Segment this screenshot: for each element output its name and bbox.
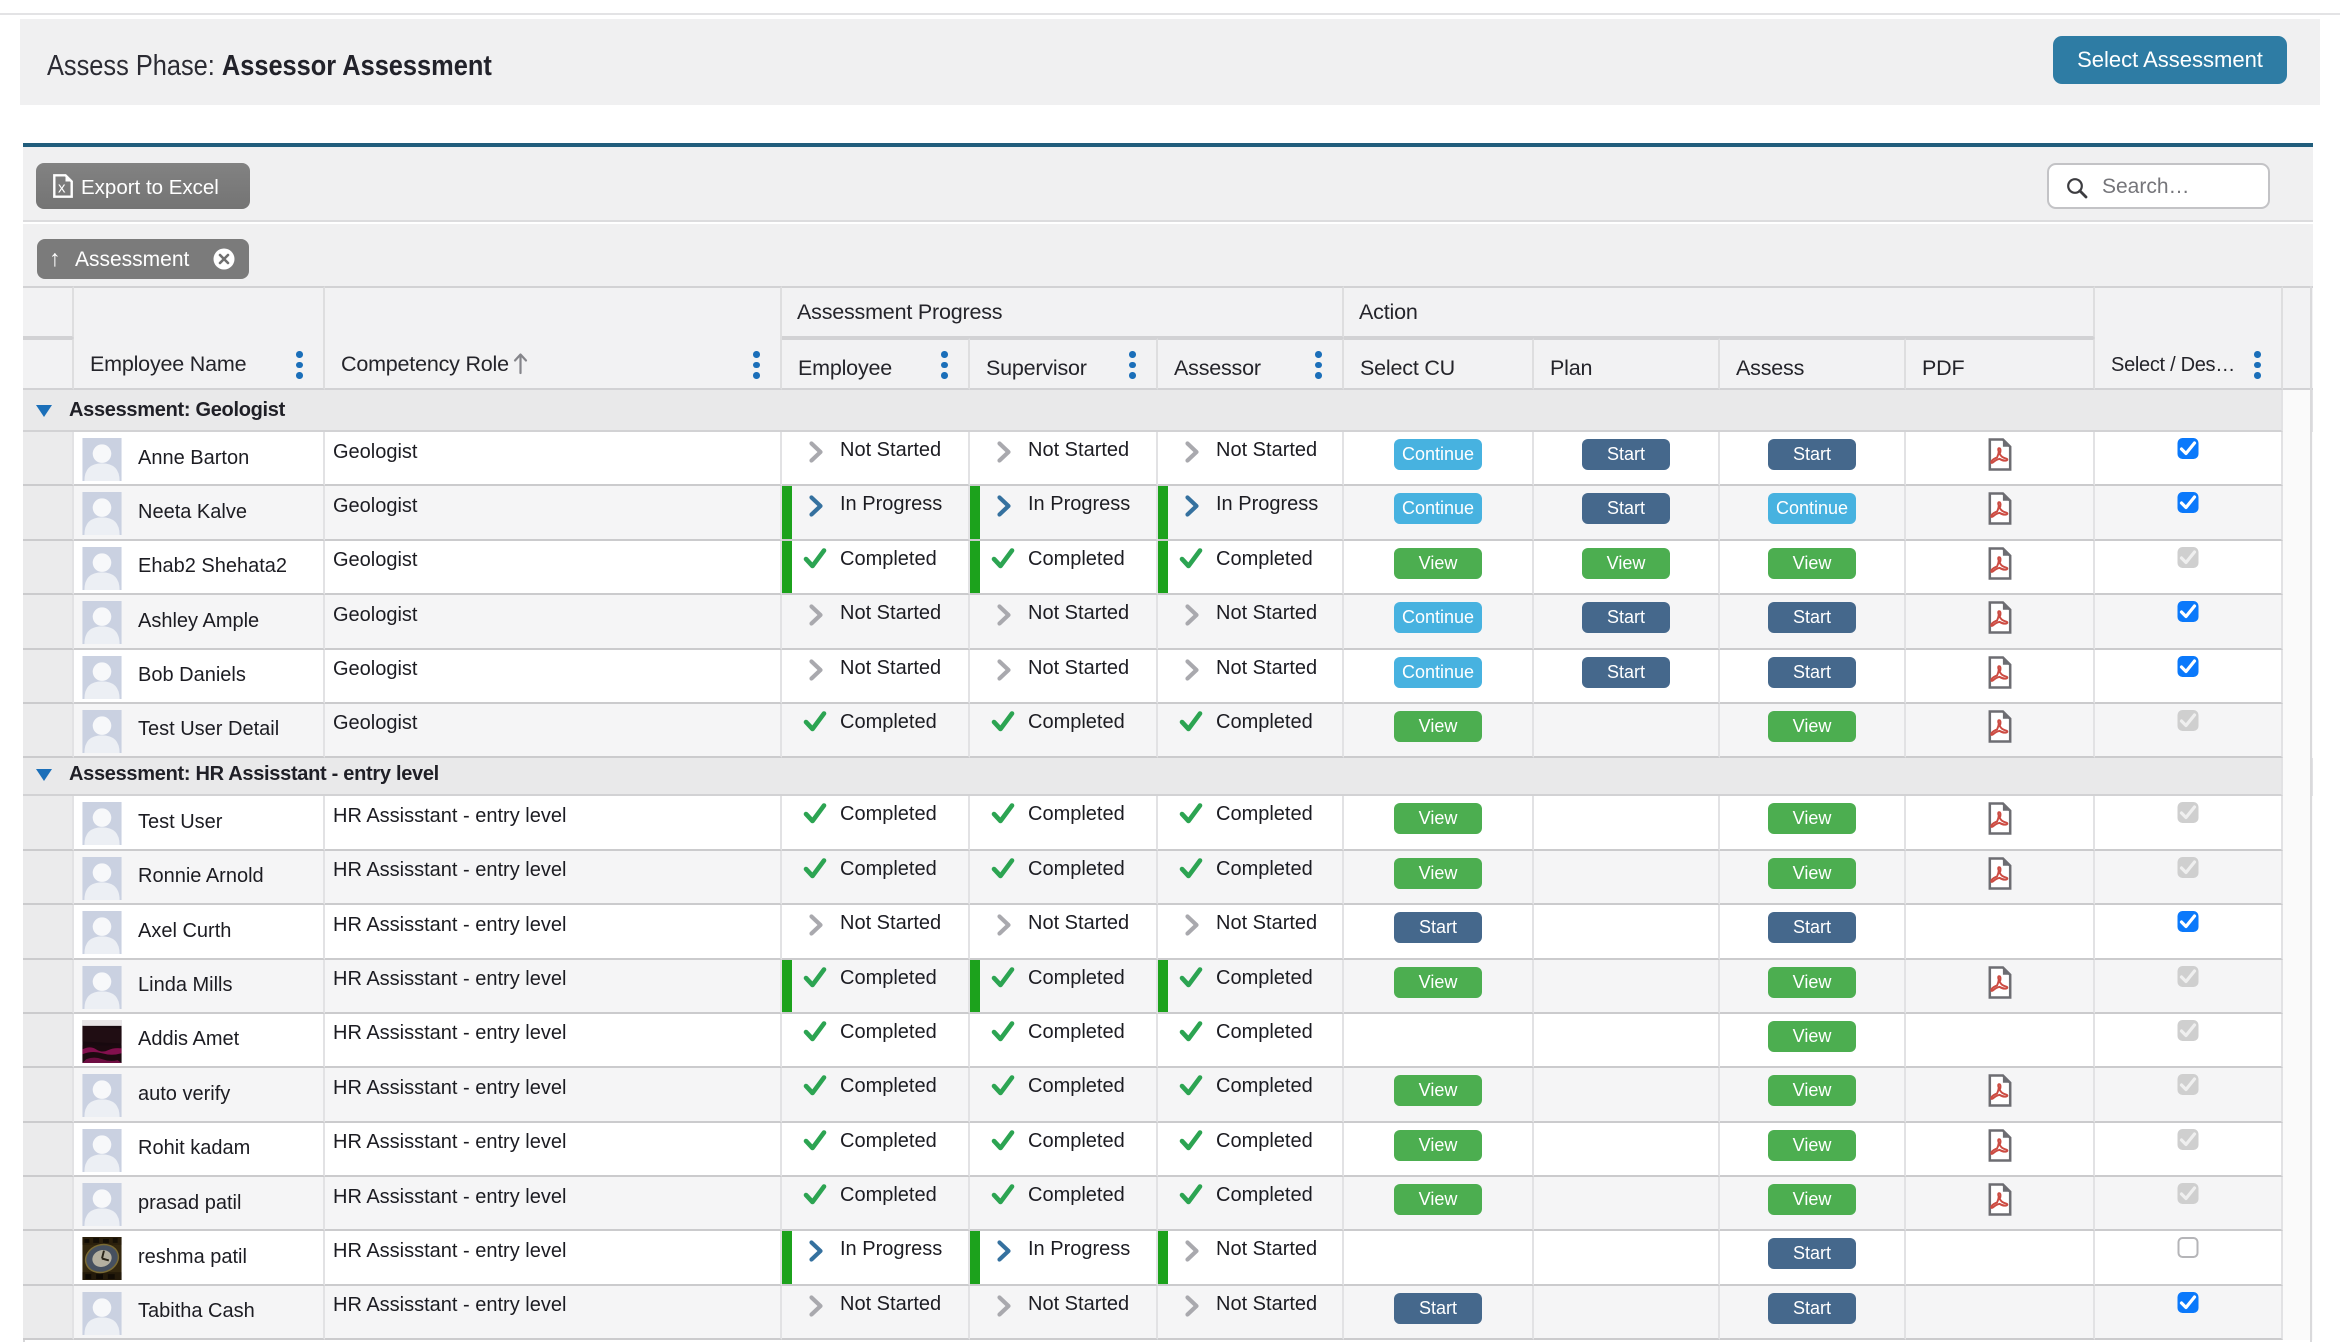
svg-text:x: x xyxy=(58,180,66,197)
